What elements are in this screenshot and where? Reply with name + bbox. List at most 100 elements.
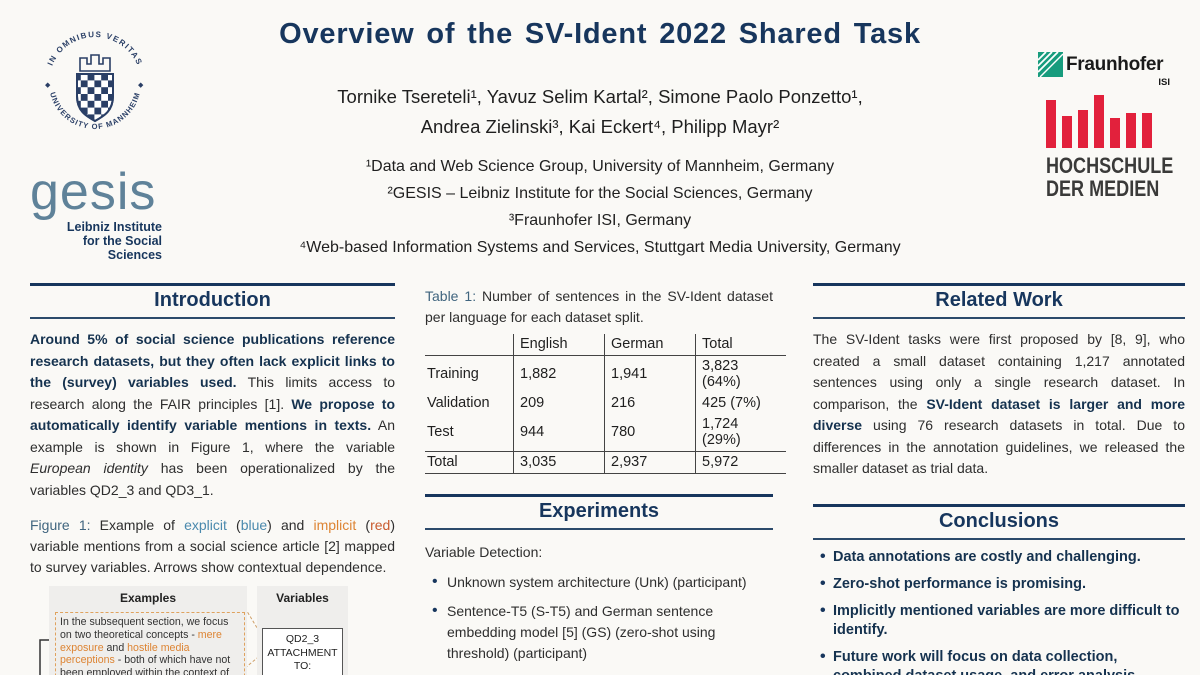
table-cell: 3,823 (64%) [695,355,786,393]
table-header-cell: English [513,334,605,356]
affiliation-line: ⁴Web-based Information Systems and Servi… [299,239,901,256]
figure-examples-panel: Examples In the subsequent section, we f… [49,586,247,675]
text-segment: European identity [30,460,148,476]
hdm-bar [1094,95,1104,148]
table-cell: Total [425,451,514,474]
fraunhofer-isi-label: ISI [1158,77,1170,88]
bullet-item: Unknown system architecture (Unk) (parti… [425,571,773,593]
text-segment: An example is shown in Figure 1, where t… [30,417,395,455]
bullet-text: Implicitly mentioned variables are more … [833,602,1180,638]
table-1-caption: Table 1: Number of sentences in the SV-I… [425,286,773,328]
experiments-bullet-list: Unknown system architecture (Unk) (parti… [425,571,773,675]
bullet-text: Unknown system architecture (Unk) (parti… [447,573,747,590]
affiliation-line: ²GESIS – Leibniz Institute for the Socia… [387,185,813,202]
hdm-name-line1: HOCHSCHULE [1046,153,1174,178]
gesis-subtitle-line1: Leibniz Institute [66,220,162,234]
text-segment: blue [240,517,268,533]
conclusions-heading: Conclusions [938,509,1059,532]
introduction-paragraph: Around 5% of social science publications… [30,329,395,501]
table-row: Total 3,035 2,937 5,972 [425,451,786,474]
bullet-text: Sentence-T5 (S-T5) and German sentence e… [447,602,716,661]
figure-example-sentence: In the subsequent section, we focus on t… [55,612,245,675]
table-cell: Training [427,366,479,382]
text-segment: We propose to automatically identify var… [30,395,396,434]
table-cell: 5,972 [695,451,786,474]
table-cell: 3,035 [513,451,605,474]
hdm-bar [1110,118,1120,148]
affiliations: ¹Data and Web Science Group, University … [150,153,1050,261]
column-middle: Table 1: Number of sentences in the SV-I… [425,283,786,675]
figure-variable-box: QD2_3 ATTACHMENT TO: EUROPEAN [262,628,343,675]
figure-variables-header: Variables [276,591,329,605]
table-cell: 216 [604,393,696,414]
bullet-item: SsciBERT [4] (SSBERT) (fine-tuned on tra… [425,671,773,675]
text-segment: ) variable mentions from a social scienc… [30,517,395,575]
text-segment: Around 5% of social science publications… [30,331,395,390]
bullet-text: Zero-shot performance is promising. [833,575,1086,592]
table-cell: 944 [513,414,605,452]
affiliation-line: ¹Data and Web Science Group, University … [365,158,835,175]
hdm-bar [1062,116,1072,148]
table-row: Training 1,882 1,941 3,823 (64%) [425,355,786,393]
figure-variables-panel: Variables QD2_3 ATTACHMENT TO: EUROPEAN [257,586,348,675]
figure-caption-label: Figure 1: [30,517,91,533]
bullet-item: Implicitly mentioned variables are more … [813,601,1185,640]
text-segment: hostile media perceptions [60,641,190,667]
variable-desc-line: ATTACHMENT TO: [267,646,338,673]
poster-title: Overview of the SV-Ident 2022 Shared Tas… [279,18,921,50]
bullet-item: Sentence-T5 (S-T5) and German sentence e… [425,600,773,664]
related-work-section-header: Related Work [813,283,1185,319]
text-segment: - both of which have not been employed w… [60,654,231,675]
bullet-item: Zero-shot performance is promising. [813,574,1185,594]
related-work-heading: Related Work [935,289,1063,311]
text-segment: Number of sentences in the SV-Ident data… [425,288,773,325]
svg-text:◆: ◆ [138,82,144,89]
table-header-cell: German [604,334,696,356]
experiments-section-header: Experiments [425,494,773,530]
text-segment: explicit [184,517,227,533]
gesis-subtitle: Leibniz Institute for the Social Science… [30,220,162,262]
introduction-section-header: Introduction [30,283,395,319]
table-cell: 2,937 [604,451,696,474]
introduction-heading: Introduction [154,289,271,311]
figure-examples-header: Examples [119,591,177,605]
hdm-bars-icon [1046,95,1176,148]
table-cell: 209 [513,393,605,414]
text-segment: This limits access to research along the… [30,374,395,412]
bullet-text: SsciBERT [4] (SSBERT) (fine-tuned on tra… [447,674,761,675]
bullet-item: Future work will focus on data collectio… [813,647,1185,675]
authors: Tornike Tsereteli¹, Yavuz Selim Kartal²,… [180,82,1020,142]
related-work-paragraph: The SV-Ident tasks were first proposed b… [813,329,1185,480]
hdm-logo: HOCHSCHULE DER MEDIEN [1046,95,1176,200]
gesis-wordmark: gesis [30,163,157,221]
authors-line2: Andrea Zielinski³, Kai Eckert⁴, Philipp … [420,116,780,137]
bullet-item: Data annotations are costly and challeng… [813,547,1185,567]
bullet-text-clipped: combined dataset usage, and error analys… [833,668,1139,675]
conclusions-bullet-list: Data annotations are costly and challeng… [813,547,1185,675]
text-segment: red [370,517,391,533]
text-segment: mere exposure [60,628,222,654]
text-segment: implicit [313,517,357,533]
hdm-bar [1046,100,1056,148]
hdm-name: HOCHSCHULE DER MEDIEN [1046,153,1174,200]
table-cell: Validation [427,395,490,411]
text-segment: ( [356,517,371,533]
bullet-text: Data annotations are costly and challeng… [833,548,1141,565]
hdm-bar [1078,110,1088,148]
column-right: Related Work The SV-Ident tasks were fir… [813,283,1185,675]
variable-desc-line: EUROPEAN [263,674,342,675]
text-segment: Example of [90,517,185,533]
text-segment: In the subsequent section, we focus on t… [60,616,229,641]
text-segment: using 76 research datasets in total. Due… [813,417,1185,476]
text-segment: ( [226,517,241,533]
table-caption-label: Table 1: [425,288,477,304]
table-cell: 780 [604,414,696,452]
table-cell: 1,724 (29%) [695,414,786,452]
text-segment: and [103,641,128,654]
variable-id: QD2_3 [285,633,320,645]
gesis-logo: gesis Leibniz Institute for the Social S… [30,166,162,262]
table-header-cell: Total [695,334,786,356]
hdm-bar [1126,113,1136,148]
bullet-text: Future work will focus on data collectio… [833,648,1118,665]
